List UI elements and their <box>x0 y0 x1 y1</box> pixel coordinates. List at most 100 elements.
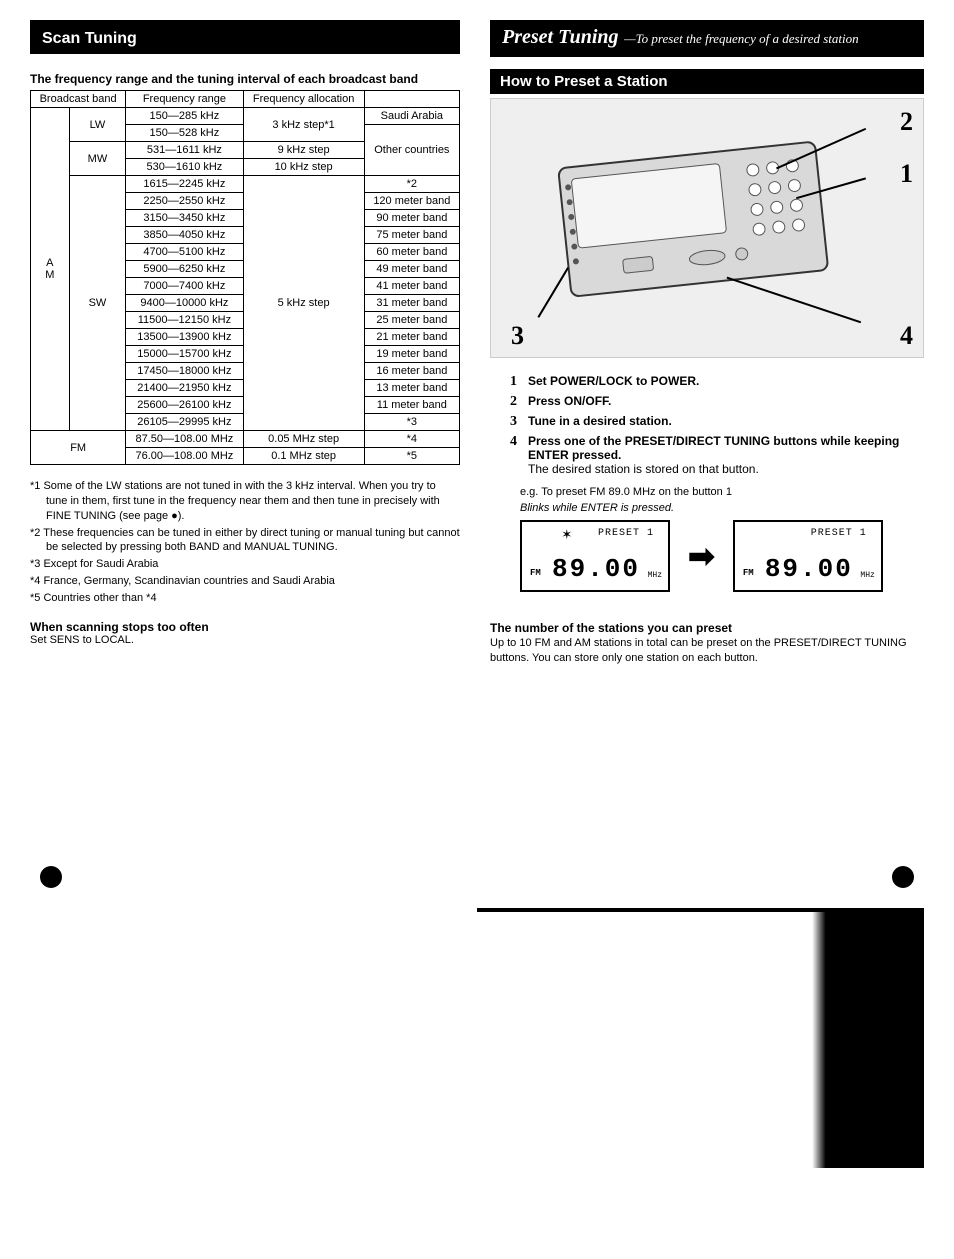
preset-tuning-title: Preset Tuning <box>502 26 619 48</box>
mw-row-1-range: 530—1610 kHz <box>126 159 243 176</box>
preset-tuning-header: Preset Tuning —To preset the frequency o… <box>490 20 924 57</box>
sw-row-4-range: 4700—5100 kHz <box>126 244 243 261</box>
th-range: Frequency range <box>126 91 243 108</box>
fm-row-1-region: *5 <box>364 448 459 465</box>
sw-row-2-region: 90 meter band <box>364 210 459 227</box>
fm-row-1-range: 76.00—108.00 MHz <box>126 448 243 465</box>
step-1-num: 1 <box>510 374 517 390</box>
sw-row-7-region: 31 meter band <box>364 295 459 312</box>
diagram-callout-1: 1 <box>900 159 913 189</box>
step-2: 2 Press ON/OFF. <box>510 394 924 408</box>
preset-count-body: Up to 10 FM and AM stations in total can… <box>490 636 924 666</box>
blink-line: Blinks while ENTER is pressed. <box>520 502 924 514</box>
step-1: 1 Set POWER/LOCK to POWER. <box>510 374 924 388</box>
sw-row-5-region: 49 meter band <box>364 261 459 278</box>
th-region <box>364 91 459 108</box>
sw-row-3-range: 3850—4050 kHz <box>126 227 243 244</box>
sw-row-0-region: *2 <box>364 176 459 193</box>
lw-alloc: 3 kHz step*1 <box>243 108 364 142</box>
dot-left-icon <box>40 866 62 888</box>
step-3: 3 Tune in a desired station. <box>510 414 924 428</box>
sw-row-11-range: 17450—18000 kHz <box>126 363 243 380</box>
lcd-before: ✶ PRESET 1 FM 89.00 MHz <box>520 520 670 592</box>
radio-illustration-icon <box>491 99 923 357</box>
th-alloc: Frequency allocation <box>243 91 364 108</box>
step-4-note: The desired station is stored on that bu… <box>528 462 759 476</box>
lcd-after-digits: 89.00 <box>765 554 853 584</box>
preset-tuning-subtitle: —To preset the frequency of a desired st… <box>624 31 859 46</box>
sw-row-13-region: 11 meter band <box>364 397 459 414</box>
mw-row-1-alloc: 10 kHz step <box>243 159 364 176</box>
lcd-before-fm: FM <box>530 568 541 578</box>
step-2-text: Press ON/OFF. <box>528 394 611 408</box>
scan-tuning-header: Scan Tuning <box>30 20 460 54</box>
sw-row-12-range: 21400—21950 kHz <box>126 380 243 397</box>
sw-row-13-range: 25600—26100 kHz <box>126 397 243 414</box>
diagram-callout-2: 2 <box>900 107 913 137</box>
footnote-3: *3 Except for Saudi Arabia <box>30 557 460 572</box>
step-2-num: 2 <box>510 394 517 410</box>
step-3-num: 3 <box>510 414 517 430</box>
fm-row-0-alloc: 0.05 MHz step <box>243 431 364 448</box>
lw-row-1: 150—528 kHz <box>126 125 243 142</box>
lcd-after-fm: FM <box>743 568 754 578</box>
footnotes: *1 Some of the LW stations are not tuned… <box>30 479 460 606</box>
th-band: Broadcast band <box>31 91 126 108</box>
preset-count-section: The number of the stations you can prese… <box>490 620 924 666</box>
preset-count-heading: The number of the stations you can prese… <box>490 620 924 636</box>
fm-row-0-region: *4 <box>364 431 459 448</box>
sw-row-8-region: 25 meter band <box>364 312 459 329</box>
sw-row-8-range: 11500—12150 kHz <box>126 312 243 329</box>
am-group-label: AM <box>31 108 70 431</box>
preset-steps: 1 Set POWER/LOCK to POWER. 2 Press ON/OF… <box>510 374 924 476</box>
sw-row-7-range: 9400—10000 kHz <box>126 295 243 312</box>
sw-row-1-region: 120 meter band <box>364 193 459 210</box>
sw-row-14-region: *3 <box>364 414 459 431</box>
sw-row-10-region: 19 meter band <box>364 346 459 363</box>
sw-row-11-region: 16 meter band <box>364 363 459 380</box>
example-line: e.g. To preset FM 89.0 MHz on the button… <box>520 486 924 498</box>
lw-region-1: Other countries <box>364 125 459 176</box>
step-3-text: Tune in a desired station. <box>528 414 672 428</box>
scan-tuning-header-text: Scan Tuning <box>42 30 137 47</box>
lcd-before-preset: PRESET 1 <box>598 528 654 539</box>
lcd-before-mhz: MHz <box>648 571 662 580</box>
lcd-before-digits: 89.00 <box>552 554 640 584</box>
sw-row-2-range: 3150—3450 kHz <box>126 210 243 227</box>
step-4-num: 4 <box>510 434 517 450</box>
fm-label: FM <box>31 431 126 465</box>
sw-row-1-range: 2250—2550 kHz <box>126 193 243 210</box>
table-caption: The frequency range and the tuning inter… <box>30 72 460 86</box>
mw-row-0-alloc: 9 kHz step <box>243 142 364 159</box>
lcd-after-preset: PRESET 1 <box>811 528 867 539</box>
lw-region-0: Saudi Arabia <box>364 108 459 125</box>
step-4-text: Press one of the PRESET/DIRECT TUNING bu… <box>528 434 899 462</box>
diagram-callout-4: 4 <box>900 321 913 351</box>
lw-label: LW <box>69 108 126 142</box>
arrow-icon: ➡ <box>688 537 715 575</box>
fm-row-0-range: 87.50—108.00 MHz <box>126 431 243 448</box>
sw-row-6-range: 7000—7400 kHz <box>126 278 243 295</box>
sw-row-12-region: 13 meter band <box>364 380 459 397</box>
footnote-2: *2 These frequencies can be tuned in eit… <box>30 526 460 556</box>
lcd-after-mhz: MHz <box>860 571 874 580</box>
sw-row-3-region: 75 meter band <box>364 227 459 244</box>
blink-star-icon: ✶ <box>562 524 572 544</box>
step-4: 4 Press one of the PRESET/DIRECT TUNING … <box>510 434 924 476</box>
sw-row-4-region: 60 meter band <box>364 244 459 261</box>
footnote-4: *4 France, Germany, Scandinavian countri… <box>30 574 460 589</box>
frequency-table: Broadcast band Frequency range Frequency… <box>30 90 460 465</box>
dot-right-icon <box>892 866 914 888</box>
sw-row-9-region: 21 meter band <box>364 329 459 346</box>
sw-label: SW <box>69 176 126 431</box>
sw-row-10-range: 15000—15700 kHz <box>126 346 243 363</box>
lcd-after: PRESET 1 FM 89.00 MHz <box>733 520 883 592</box>
radio-diagram: 1 2 3 4 <box>490 98 924 358</box>
how-to-preset-header: How to Preset a Station <box>490 69 924 94</box>
sw-row-0-range: 1615—2245 kHz <box>126 176 243 193</box>
sw-alloc: 5 kHz step <box>243 176 364 431</box>
footnote-5: *5 Countries other than *4 <box>30 591 460 606</box>
mw-row-0-range: 531—1611 kHz <box>126 142 243 159</box>
scan-stop-heading: When scanning stops too often <box>30 620 460 634</box>
sw-row-9-range: 13500—13900 kHz <box>126 329 243 346</box>
